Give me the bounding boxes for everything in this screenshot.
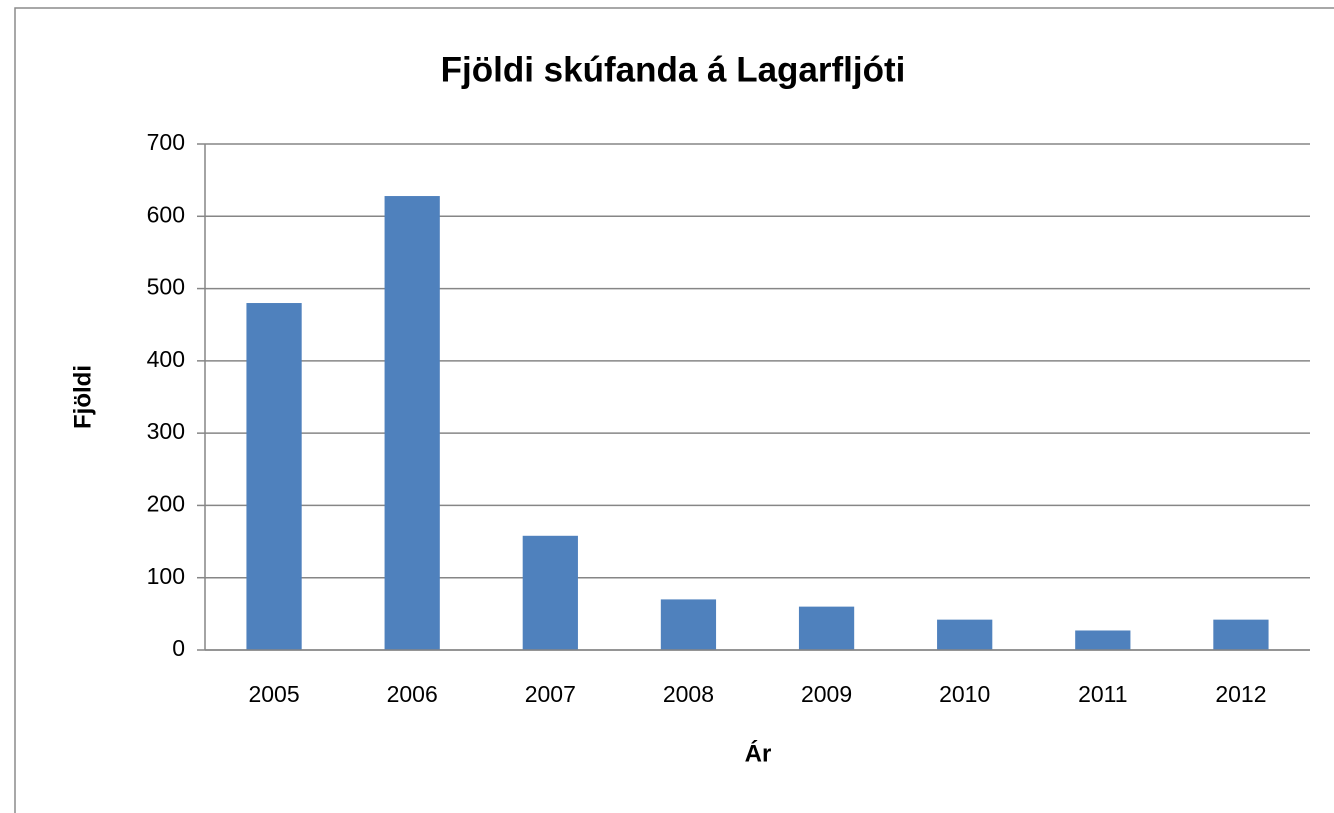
y-tick-label: 200 xyxy=(147,491,185,517)
bar xyxy=(384,196,440,650)
x-tick-label: 2011 xyxy=(1078,681,1127,707)
x-tick-label: 2007 xyxy=(525,681,576,707)
bar xyxy=(1075,630,1131,650)
x-axis-label: Ár xyxy=(745,739,772,767)
bar xyxy=(246,303,302,650)
y-axis-label: Fjöldi xyxy=(69,365,96,429)
y-tick-label: 500 xyxy=(147,274,185,300)
x-tick-label: 2008 xyxy=(663,681,714,707)
x-tick-label: 2010 xyxy=(939,681,990,707)
y-tick-label: 600 xyxy=(147,201,185,227)
x-tick-label: 2006 xyxy=(387,681,438,707)
bar xyxy=(1213,619,1269,650)
x-tick-label: 2009 xyxy=(801,681,852,707)
chart-frame xyxy=(14,7,1334,813)
bar xyxy=(522,535,578,650)
bar xyxy=(798,606,855,650)
y-tick-label: 100 xyxy=(147,563,185,589)
y-tick-label: 300 xyxy=(147,418,185,444)
y-tick-label: 700 xyxy=(147,129,185,155)
x-tick-label: 2005 xyxy=(248,681,299,707)
y-tick-label: 400 xyxy=(147,346,185,372)
y-tick-label: 0 xyxy=(172,635,185,661)
bar xyxy=(937,619,993,650)
x-tick-label: 2012 xyxy=(1215,681,1266,707)
chart-title: Fjöldi skúfanda á Lagarfljóti xyxy=(441,50,906,89)
bar xyxy=(660,599,717,650)
